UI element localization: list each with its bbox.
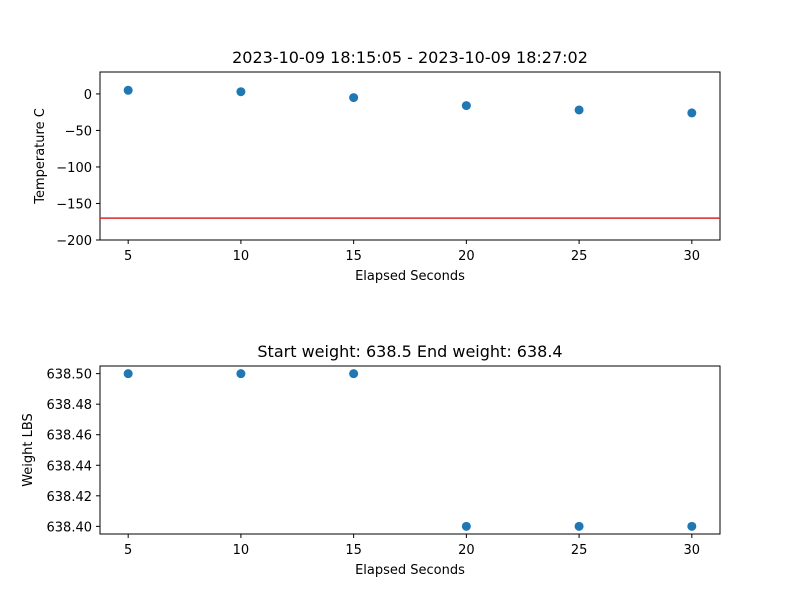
- chart2-title: Start weight: 638.5 End weight: 638.4: [257, 342, 562, 361]
- chart2-data-point: [236, 369, 246, 379]
- chart2-y-tick-label: 638.50: [47, 368, 93, 383]
- chart2-x-tick-label: 30: [684, 543, 701, 558]
- chart1-y-axis-label: Temperature C: [33, 108, 48, 205]
- chart2-x-tick-label: 5: [124, 543, 132, 558]
- chart1-x-tick-label: 20: [458, 249, 475, 264]
- chart1-data-point: [123, 85, 133, 95]
- chart2-x-axis-label: Elapsed Seconds: [355, 563, 465, 578]
- chart2-data-point: [574, 521, 584, 531]
- chart2-y-tick-label: 638.46: [47, 429, 93, 444]
- chart1-x-tick-label: 10: [233, 249, 250, 264]
- chart2-x-tick-label: 25: [571, 543, 588, 558]
- chart2-y-tick-label: 638.44: [47, 459, 93, 474]
- chart1-x-tick-label: 30: [684, 249, 701, 264]
- chart1-data-point: [349, 93, 359, 103]
- chart1-data-point: [687, 108, 697, 118]
- chart1-x-axis-label: Elapsed Seconds: [355, 269, 465, 284]
- chart1-data-point: [236, 87, 246, 97]
- chart2-y-tick-label: 638.48: [47, 398, 93, 413]
- chart1-y-tick-label: 0: [84, 88, 92, 103]
- chart2-x-tick-label: 20: [458, 543, 475, 558]
- chart1-data-point: [461, 101, 471, 111]
- chart2-data-point: [461, 521, 471, 531]
- chart2-axes-frame: [99, 365, 721, 535]
- chart2-y-axis-label: Weight LBS: [21, 413, 36, 487]
- chart2-x-tick-label: 10: [233, 543, 250, 558]
- chart2-x-tick-label: 15: [345, 543, 362, 558]
- chart2-data-point: [687, 521, 697, 531]
- chart1-x-tick-label: 25: [571, 249, 588, 264]
- chart1-y-tick-label: −150: [56, 197, 92, 212]
- chart1-axes-frame: [99, 71, 721, 241]
- chart1-x-tick-label: 5: [124, 249, 132, 264]
- chart1-title: 2023-10-09 18:15:05 - 2023-10-09 18:27:0…: [232, 48, 588, 67]
- chart1-y-tick-label: −100: [56, 161, 92, 176]
- chart1-y-tick-label: −200: [56, 234, 92, 249]
- chart2-data-point: [123, 369, 133, 379]
- chart2-data-point: [349, 369, 359, 379]
- chart1-y-tick-label: −50: [65, 124, 92, 139]
- chart2-y-tick-label: 638.40: [47, 520, 93, 535]
- chart1-x-tick-label: 15: [345, 249, 362, 264]
- chart1-data-point: [574, 105, 584, 115]
- chart2-y-tick-label: 638.42: [47, 490, 93, 505]
